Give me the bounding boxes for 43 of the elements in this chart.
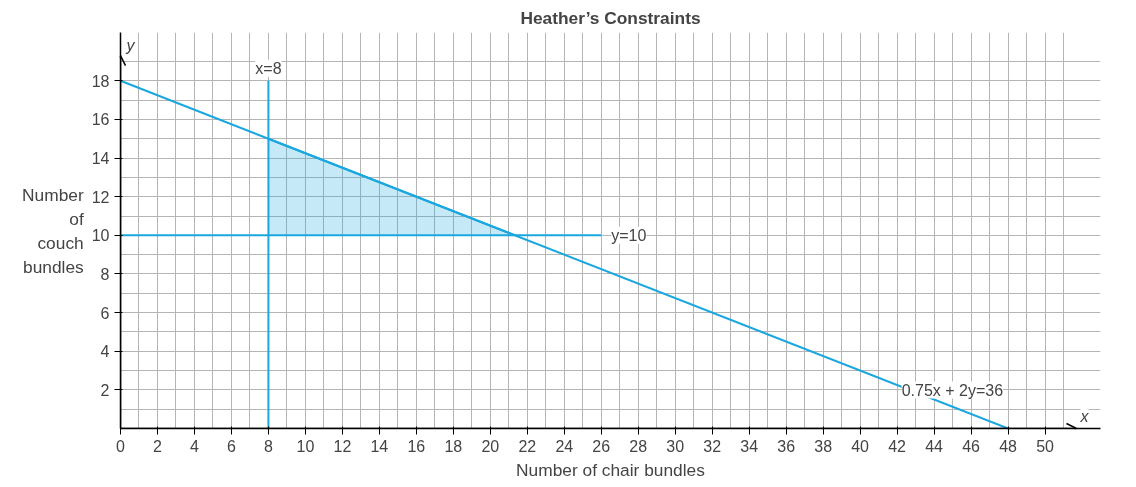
y-tick-label: 12: [91, 188, 110, 206]
x-tick-label: 40: [851, 437, 870, 455]
x-tick-label: 48: [999, 437, 1018, 455]
x-tick-label: 50: [1036, 437, 1055, 455]
series-label: x=8: [255, 59, 282, 77]
x-tick-label: 44: [925, 437, 944, 455]
y-tick-label: 10: [91, 227, 110, 245]
x-tick-label: 24: [555, 437, 574, 455]
x-tick-label: 16: [407, 437, 426, 455]
x-tick-label: 46: [962, 437, 981, 455]
x-tick-label: 18: [444, 437, 463, 455]
y-tick-label: 16: [91, 111, 110, 129]
x-axis-title: Number of chair bundles: [516, 459, 706, 480]
y-axis-title: Number of couch bundles: [22, 184, 85, 277]
x-tick-label: 2: [153, 437, 163, 455]
x-tick-label: 20: [481, 437, 500, 455]
x-tick-label: 12: [333, 437, 352, 455]
x-tick-label: 4: [190, 437, 200, 455]
chart-title: Heather’s Constraints: [520, 7, 701, 28]
annotation: x: [1079, 407, 1090, 425]
x-tick-label: 30: [666, 437, 685, 455]
x-tick-label: 8: [263, 437, 273, 455]
x-tick-label: 38: [814, 437, 833, 455]
y-tick-label: 2: [100, 381, 110, 399]
x-tick-label: 22: [518, 437, 537, 455]
x-tick-label: 14: [370, 437, 389, 455]
y-tick-label: 8: [100, 265, 110, 283]
y-tick-label: 4: [100, 343, 110, 361]
x-tick-label: 6: [226, 437, 236, 455]
x-tick-label: 34: [740, 437, 759, 455]
x-tick-label: 0: [116, 437, 126, 455]
x-tick-label: 26: [592, 437, 611, 455]
y-tick-label: 18: [91, 72, 110, 90]
series-label: 0.75x + 2y=36: [901, 381, 1004, 399]
x-tick-label: 36: [777, 437, 796, 455]
x-tick-label: 28: [629, 437, 648, 455]
annotation: y: [125, 36, 136, 54]
y-tick-label: 14: [91, 150, 110, 168]
x-tick-label: 10: [296, 437, 315, 455]
y-tick-label: 6: [100, 304, 110, 322]
x-tick-label: 42: [888, 437, 907, 455]
x-tick-label: 32: [703, 437, 722, 455]
series-label: y=10: [611, 226, 647, 244]
